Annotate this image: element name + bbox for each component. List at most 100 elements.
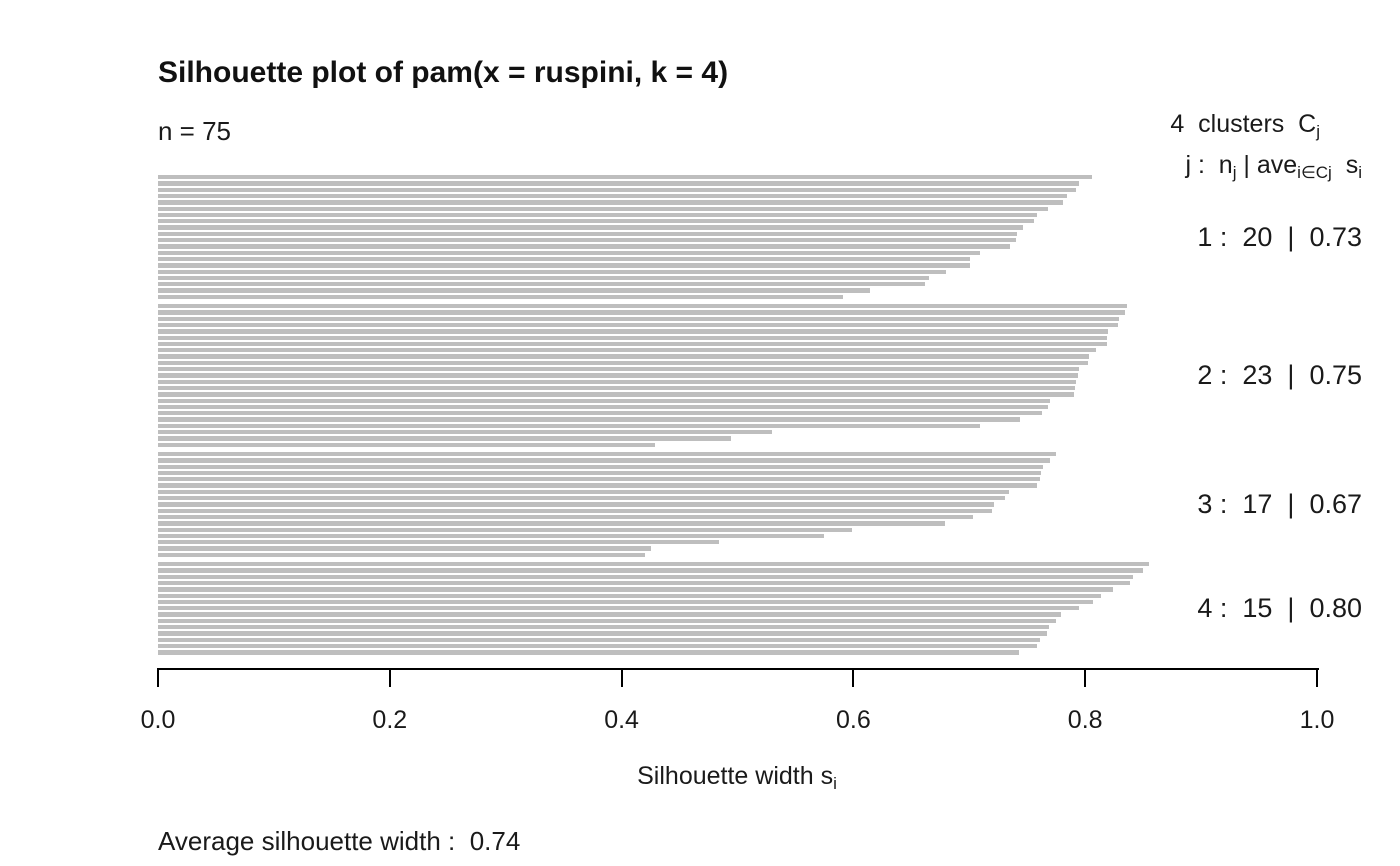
cluster-1-summary: 1 : 20 | 0.73	[1197, 222, 1362, 252]
silhouette-bar	[158, 599, 1094, 605]
silhouette-bar	[158, 470, 1042, 476]
silhouette-bar	[158, 269, 947, 274]
silhouette-bar	[158, 322, 1118, 328]
silhouette-bar	[158, 514, 973, 520]
silhouette-bar	[158, 533, 825, 539]
silhouette-bar	[158, 304, 1127, 309]
silhouette-bar	[158, 193, 1067, 199]
silhouette-bar	[158, 458, 1051, 463]
silhouette-bar	[158, 275, 929, 281]
cluster-4-summary: 4 : 15 | 0.80	[1197, 593, 1362, 624]
plot-area	[158, 175, 1317, 658]
silhouette-bar	[158, 612, 1061, 617]
silhouette-bar	[158, 348, 1096, 353]
silhouette-bar	[158, 580, 1131, 586]
silhouette-bar	[158, 398, 1051, 403]
legend-header-line2: j : nj | avei∈Cj si	[1185, 151, 1362, 183]
silhouette-bar	[158, 574, 1133, 579]
silhouette-bar	[158, 225, 1023, 230]
legend-formula-text: s	[1331, 151, 1359, 179]
silhouette-bar	[158, 187, 1076, 192]
x-axis-title-text: Silhouette width s	[637, 762, 834, 790]
x-axis-tick	[388, 668, 391, 687]
silhouette-bar	[158, 625, 1050, 630]
silhouette-bar	[158, 181, 1080, 186]
legend-header-line1: 4 clusters Cj	[1170, 110, 1320, 142]
average-silhouette-width-label: Average silhouette width : 0.74	[158, 826, 521, 856]
silhouette-bar	[158, 489, 1009, 495]
x-tick-label: 0.4	[604, 706, 639, 734]
silhouette-bar	[158, 606, 1080, 611]
silhouette-bar	[158, 219, 1035, 224]
silhouette-bar	[158, 310, 1125, 315]
silhouette-bar	[158, 335, 1108, 340]
silhouette-bar	[158, 294, 843, 300]
silhouette-bar	[158, 244, 1010, 249]
silhouette-bar	[158, 354, 1089, 359]
silhouette-bar	[158, 404, 1049, 410]
silhouette-bar	[158, 527, 853, 532]
silhouette-bar	[158, 200, 1064, 205]
x-tick-label: 0.6	[836, 706, 871, 734]
legend-formula-text: j : n	[1185, 151, 1233, 179]
n-observations-label: n = 75	[158, 116, 232, 146]
silhouette-bar	[158, 392, 1074, 397]
legend-formula-text: | ave	[1236, 151, 1298, 179]
legend-formula-subscript: i∈Cj	[1297, 163, 1332, 183]
silhouette-bar	[158, 540, 719, 545]
silhouette-bar	[158, 546, 651, 551]
silhouette-bar	[158, 508, 993, 513]
silhouette-bar	[158, 231, 1017, 237]
x-tick-label: 1.0	[1299, 706, 1335, 734]
x-tick-label: 0.0	[140, 706, 176, 734]
legend-clusters-subscript: j	[1316, 122, 1320, 142]
silhouette-bar	[158, 175, 1093, 180]
silhouette-bar	[158, 552, 645, 558]
x-axis-tick	[1316, 668, 1318, 687]
silhouette-bar	[158, 385, 1075, 391]
silhouette-bar	[158, 643, 1037, 649]
silhouette-bar	[158, 496, 1006, 501]
silhouette-bar	[158, 587, 1114, 592]
silhouette-bar	[158, 212, 1037, 218]
x-axis-title: Silhouette width si	[637, 762, 837, 794]
silhouette-bar	[158, 238, 1016, 243]
x-axis-tick	[620, 668, 623, 687]
silhouette-bar	[158, 631, 1047, 636]
silhouette-bar	[158, 373, 1079, 378]
silhouette-bar	[158, 442, 656, 447]
legend-formula-subscript: i	[1358, 163, 1362, 183]
silhouette-bar	[158, 423, 980, 429]
x-tick-label: 0.2	[372, 706, 408, 734]
silhouette-bar	[158, 256, 971, 262]
silhouette-bar	[158, 206, 1049, 211]
silhouette-bar	[158, 521, 945, 526]
silhouette-bar	[158, 430, 773, 435]
x-axis-tick	[157, 668, 159, 687]
plot-title: Silhouette plot of pam(x = ruspini, k = …	[158, 56, 729, 89]
silhouette-bar	[158, 436, 731, 441]
x-tick-label: 0.8	[1067, 706, 1103, 734]
cluster-2-summary: 2 : 23 | 0.75	[1197, 360, 1362, 391]
silhouette-bar	[158, 618, 1057, 624]
silhouette-bar	[158, 502, 994, 507]
silhouette-bar	[158, 329, 1109, 334]
silhouette-bar	[158, 593, 1102, 598]
silhouette-bar	[158, 367, 1080, 372]
cluster-3-summary: 3 : 17 | 0.67	[1197, 489, 1362, 520]
legend-formula-subscript: j	[1232, 163, 1237, 183]
silhouette-bar	[158, 379, 1076, 384]
x-axis-title-subscript: i	[833, 774, 837, 794]
silhouette-bar	[158, 568, 1144, 573]
x-axis-tick	[1084, 668, 1087, 687]
silhouette-bar	[158, 637, 1040, 642]
silhouette-bar	[158, 477, 1040, 482]
silhouette-bar	[158, 483, 1037, 488]
silhouette-bar	[158, 288, 870, 293]
legend-clusters-text: 4 clusters C	[1170, 110, 1317, 138]
silhouette-bar	[158, 417, 1021, 422]
silhouette-bar	[158, 316, 1119, 321]
silhouette-bar	[158, 464, 1044, 469]
silhouette-bar	[158, 562, 1149, 567]
